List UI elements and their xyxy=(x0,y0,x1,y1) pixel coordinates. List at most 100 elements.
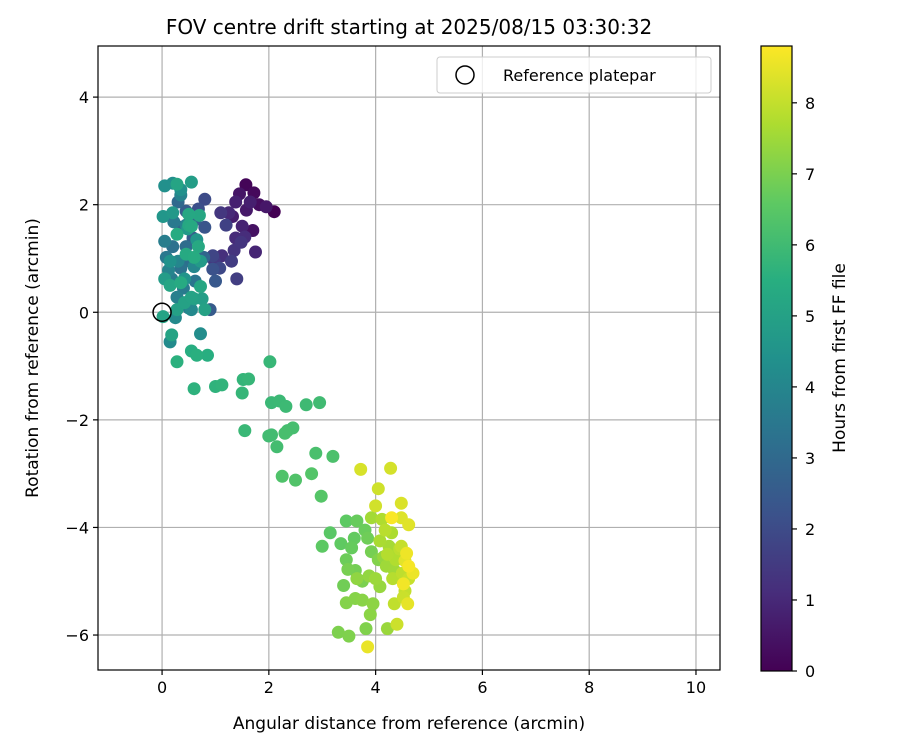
scatter-point xyxy=(369,499,383,513)
colorbar-tick-label: 2 xyxy=(805,520,815,539)
scatter-point xyxy=(334,537,348,551)
scatter-point xyxy=(315,539,329,553)
scatter-point xyxy=(289,473,302,487)
scatter-point xyxy=(201,348,214,362)
scatter-point xyxy=(174,276,188,290)
scatter-point xyxy=(235,386,249,400)
scatter-point xyxy=(364,511,378,525)
scatter-point xyxy=(339,514,353,528)
scatter-point xyxy=(184,175,198,189)
scatter-point xyxy=(243,195,257,209)
scatter-point xyxy=(337,579,351,592)
scatter-point xyxy=(249,245,262,259)
scatter-point xyxy=(219,218,233,232)
colorbar-tick-label: 8 xyxy=(805,94,815,113)
scatter-point xyxy=(400,546,414,560)
scatter-point xyxy=(163,278,177,292)
plot-frame xyxy=(97,45,721,671)
scatter-point xyxy=(375,512,389,526)
scatter-point xyxy=(361,640,375,654)
scatter-point xyxy=(182,207,196,221)
scatter-point xyxy=(206,262,220,276)
y-tick-label: −4 xyxy=(65,518,89,537)
scatter-point xyxy=(339,553,353,567)
scatter-point xyxy=(187,382,201,396)
scatter-point xyxy=(361,531,375,545)
data-points xyxy=(156,175,420,654)
scatter-point xyxy=(263,355,277,369)
scatter-point xyxy=(341,562,355,576)
scatter-point xyxy=(299,398,313,412)
x-tick-label: 4 xyxy=(371,678,381,697)
scatter-point xyxy=(314,489,328,503)
chart-title: FOV centre drift starting at 2025/08/15 … xyxy=(166,15,652,39)
scatter-point xyxy=(401,597,415,611)
scatter-point xyxy=(184,219,198,233)
scatter-point xyxy=(215,378,229,392)
x-tick-label: 0 xyxy=(157,678,167,697)
scatter-point xyxy=(158,234,172,248)
colorbar: 0 1 2 3 4 5 6 7 8 Hours from first FF file xyxy=(760,45,850,681)
y-tick-label: 4 xyxy=(79,88,89,107)
colorbar-tick-label: 7 xyxy=(805,165,815,184)
scatter-point xyxy=(305,467,319,481)
scatter-point xyxy=(390,617,404,631)
scatter-point xyxy=(238,424,252,438)
scatter-point xyxy=(165,328,179,342)
x-tick-label: 10 xyxy=(686,678,706,697)
reference-marker xyxy=(152,302,172,323)
scatter-point xyxy=(229,195,243,209)
scatter-point xyxy=(350,514,364,528)
scatter-point xyxy=(187,250,201,264)
y-axis-ticks: −6 −4 −2 0 2 4 xyxy=(65,88,98,645)
x-axis-label: Angular distance from reference (arcmin) xyxy=(233,714,585,734)
scatter-point xyxy=(163,254,177,268)
scatter-point xyxy=(230,272,244,286)
scatter-point xyxy=(342,629,356,643)
scatter-point xyxy=(369,572,383,586)
x-tick-label: 2 xyxy=(264,678,274,697)
scatter-point xyxy=(192,208,206,222)
scatter-point xyxy=(194,280,207,293)
colorbar-tick-label: 4 xyxy=(805,378,815,397)
colorbar-tick-label: 1 xyxy=(805,591,815,610)
scatter-point xyxy=(225,254,238,268)
scatter-point xyxy=(166,206,180,220)
scatter-point xyxy=(313,396,327,410)
scatter-point xyxy=(371,482,385,496)
scatter-point xyxy=(402,559,416,573)
legend: Reference platepar xyxy=(436,56,712,94)
scatter-point xyxy=(385,511,399,525)
scatter-point xyxy=(384,461,398,475)
scatter-point xyxy=(214,206,228,220)
scatter-point xyxy=(323,526,337,540)
x-axis-ticks: 0 2 4 6 8 10 xyxy=(157,670,706,697)
scatter-point xyxy=(242,372,256,386)
scatter-point xyxy=(378,523,392,537)
legend-entry-reference-platepar: Reference platepar xyxy=(503,66,656,85)
x-tick-label: 8 xyxy=(584,678,594,697)
scatter-point xyxy=(184,290,198,304)
scatter-point xyxy=(402,518,416,532)
scatter-point xyxy=(373,534,387,548)
legend-box xyxy=(436,56,712,94)
scatter-point xyxy=(239,178,253,192)
scatter-point xyxy=(355,593,369,607)
scatter-point xyxy=(194,327,207,341)
scatter-point xyxy=(198,303,212,317)
scatter-point xyxy=(326,449,340,463)
legend-marker-circle xyxy=(455,65,475,85)
scatter-point xyxy=(394,496,408,510)
scatter-point xyxy=(265,428,278,442)
scatter-point xyxy=(190,348,204,362)
scatter-point xyxy=(209,274,222,288)
scatter-point xyxy=(366,597,380,611)
scatter-point xyxy=(170,355,184,369)
colorbar-tick-label: 6 xyxy=(805,236,815,255)
scatter-point xyxy=(380,547,394,561)
scatter-point xyxy=(354,462,368,476)
scatter-point xyxy=(363,608,377,622)
scatter-point xyxy=(270,440,284,454)
colorbar-tick-label: 0 xyxy=(805,662,815,681)
